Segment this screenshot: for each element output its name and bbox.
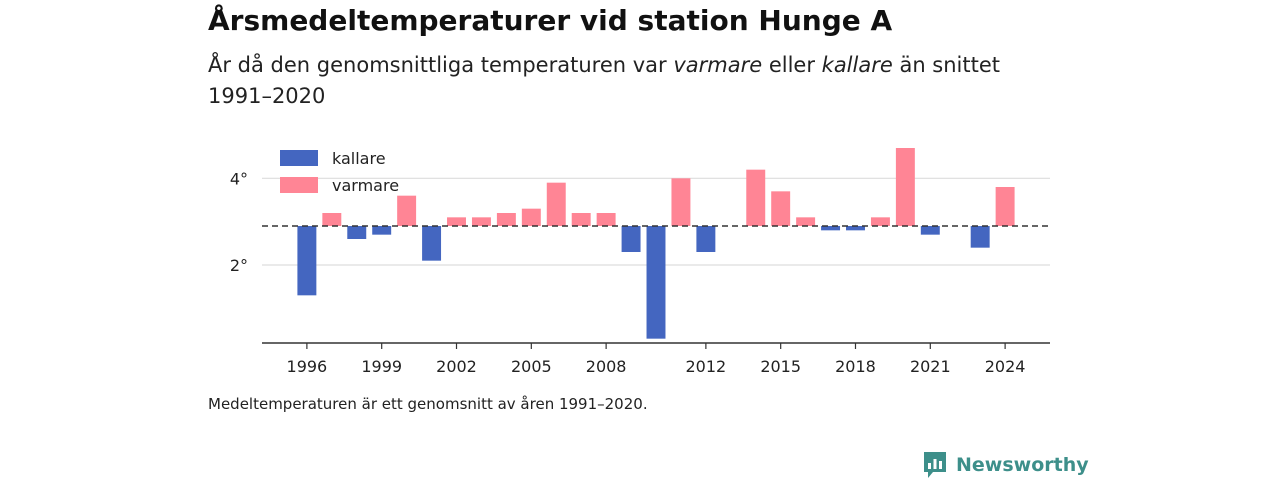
bar-2003 bbox=[471, 217, 491, 226]
bar-2011 bbox=[671, 178, 691, 226]
chart-title: Årsmedeltemperaturer vid station Hunge A bbox=[208, 4, 893, 37]
bar-2002 bbox=[447, 217, 466, 226]
subtitle-end: än snittet 1991–2020 bbox=[208, 53, 1001, 108]
legend-swatch-kallare bbox=[280, 150, 318, 166]
bar-2010 bbox=[646, 226, 666, 339]
x-tick-label: 2018 bbox=[835, 357, 876, 376]
bar-2020 bbox=[895, 148, 915, 226]
bar-2009 bbox=[621, 226, 641, 252]
x-tick-label: 2021 bbox=[910, 357, 951, 376]
bar-1998 bbox=[347, 226, 367, 239]
subtitle-mid: eller bbox=[762, 53, 822, 77]
bar-1996 bbox=[297, 226, 317, 296]
bar-1999 bbox=[372, 226, 392, 235]
chart-subtitle: År då den genomsnittliga temperaturen va… bbox=[208, 50, 1028, 112]
footnote: Medeltemperaturen är ett genomsnitt av å… bbox=[208, 395, 648, 413]
x-tick-label: 2012 bbox=[686, 357, 727, 376]
bar-2012 bbox=[696, 226, 716, 252]
x-tick-label: 2002 bbox=[436, 357, 477, 376]
bar-2017 bbox=[821, 226, 841, 231]
bar-2021 bbox=[920, 226, 940, 235]
bar-2007 bbox=[571, 213, 591, 226]
y-tick-label: 4° bbox=[230, 169, 248, 188]
bar-2015 bbox=[771, 191, 791, 226]
bar-2006 bbox=[546, 182, 566, 226]
bar-2024 bbox=[995, 187, 1015, 226]
bar-2001 bbox=[422, 226, 442, 261]
bar-chart: 2° 4° 1996 1999 2002 2005 2008 2012 2015 2018 2021… bbox=[230, 148, 1050, 376]
x-tick-label: 2005 bbox=[511, 357, 552, 376]
bar-2019 bbox=[870, 217, 890, 226]
bar-2018 bbox=[846, 226, 865, 231]
x-tick-label: 2024 bbox=[985, 357, 1026, 376]
legend-label-kallare: kallare bbox=[332, 149, 386, 168]
x-tick-label: 1999 bbox=[361, 357, 402, 376]
brand-logo: Newsworthy bbox=[922, 450, 1089, 480]
y-tick-label: 2° bbox=[230, 256, 248, 275]
bar-2000 bbox=[397, 195, 417, 226]
bar-2023 bbox=[970, 226, 990, 248]
bar-2004 bbox=[496, 213, 516, 226]
legend-swatch-varmare bbox=[280, 177, 318, 193]
newsworthy-logo-icon bbox=[924, 452, 946, 478]
x-tick-label: 1996 bbox=[287, 357, 328, 376]
bar-2016 bbox=[796, 217, 816, 226]
bar-2014 bbox=[746, 169, 766, 226]
x-tick-label: 2008 bbox=[586, 357, 627, 376]
subtitle-start: År då den genomsnittliga temperaturen va… bbox=[208, 53, 674, 77]
legend-label-varmare: varmare bbox=[332, 176, 399, 195]
subtitle-cold: kallare bbox=[821, 53, 893, 77]
bar-2008 bbox=[596, 213, 616, 226]
bar-1997 bbox=[322, 213, 342, 226]
brand-name: Newsworthy bbox=[956, 454, 1089, 476]
subtitle-warm: varmare bbox=[673, 53, 763, 77]
bar-2005 bbox=[521, 208, 541, 226]
x-tick-label: 2015 bbox=[760, 357, 801, 376]
